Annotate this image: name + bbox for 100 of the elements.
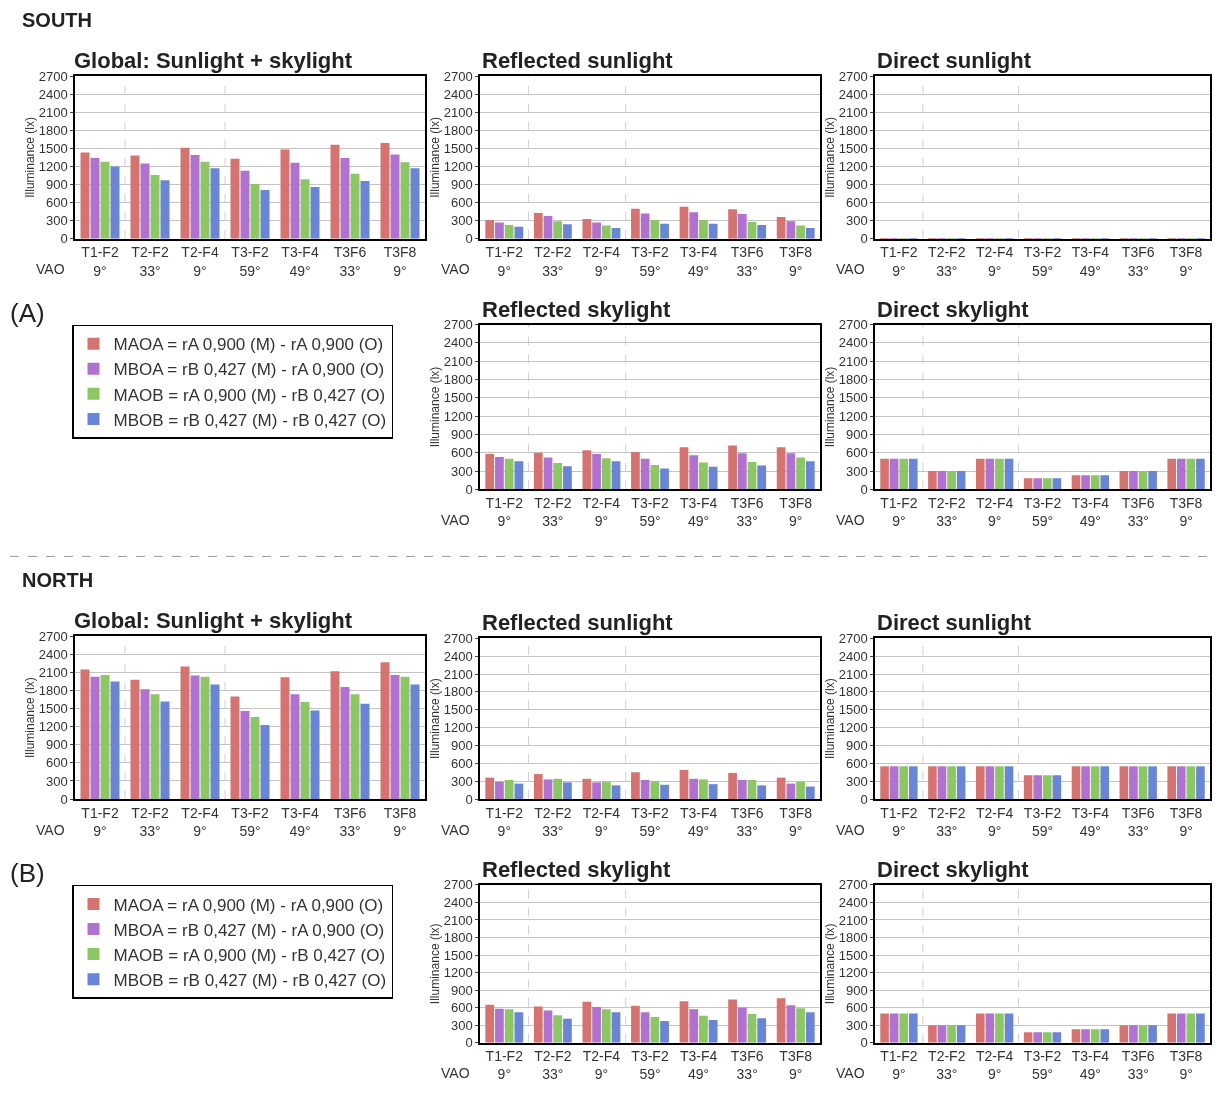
legend-label: MBOA = rB 0,427 (M) - rA 0,900 (O) (113, 920, 385, 940)
bar (908, 1013, 918, 1043)
x-tick-label: T3-F2 59° (1023, 494, 1062, 530)
bar (776, 447, 786, 490)
y-tick-label: 2100 (38, 665, 68, 681)
bar (1186, 458, 1196, 490)
bar (786, 783, 796, 800)
bar (592, 453, 601, 490)
x-tick-label: T3-F2 59° (631, 244, 669, 279)
y-tick-label: 1800 (443, 684, 473, 700)
y-tick-label: 2400 (443, 648, 473, 664)
bar (689, 1009, 699, 1043)
y-tick-label: 900 (450, 738, 473, 754)
bar (1196, 458, 1205, 490)
bar (908, 458, 918, 490)
y-tick-label: 2700 (838, 630, 868, 646)
bar (786, 1005, 796, 1043)
bar (160, 180, 170, 239)
y-axis-title: Illuminance (lx) (822, 923, 837, 1005)
bar (592, 782, 601, 800)
bar (582, 778, 592, 800)
y-axis-title: Illuminance (lx) (822, 678, 837, 760)
x-tick-label: T3-F4 49° (679, 494, 718, 530)
legend-label: MAOB = rA 0,900 (M) - rB 0,427 (O) (113, 385, 386, 405)
y-tick-label: 1200 (443, 720, 473, 736)
bar (679, 1001, 689, 1043)
bar (410, 684, 420, 800)
bar (699, 462, 708, 490)
x-tick-label: T3F6 33° (1121, 494, 1155, 530)
bar (708, 466, 718, 490)
y-tick-label: 900 (45, 737, 68, 753)
y-tick-label: 900 (450, 982, 473, 998)
bar (796, 457, 805, 490)
x-tick-label: T3F8 9° (383, 244, 417, 279)
bar (947, 1025, 956, 1043)
chart-title: Direct sunlight (877, 48, 1032, 73)
y-tick-label: 900 (845, 738, 868, 754)
x-tick-label: T3F6 33° (730, 244, 764, 279)
x-tick-label: T3-F2 59° (231, 244, 269, 279)
bar (928, 1025, 937, 1043)
bar (1042, 1032, 1052, 1043)
x-tick-label: T3F6 33° (730, 1048, 764, 1083)
x-tick-label: T2-F2 33° (534, 1048, 572, 1083)
x-tick-label: T2-F2 33° (534, 804, 572, 839)
bar (495, 1008, 504, 1043)
bar (601, 781, 611, 800)
bar (796, 1008, 805, 1043)
bar (1186, 1013, 1196, 1043)
bar (485, 1004, 495, 1043)
y-tick-label: 600 (845, 195, 868, 211)
text: VAO (441, 822, 470, 838)
y-tick-label: 0 (860, 231, 868, 247)
y-tick-label: 1200 (838, 720, 868, 736)
bar (90, 676, 100, 800)
y-axis-title: Illuminance (lx) (427, 117, 442, 198)
y-tick-label: 1500 (838, 702, 868, 718)
x-tick-label: T3F8 9° (1169, 804, 1203, 839)
x-tick-label: T2-F4 9° (181, 244, 219, 279)
y-tick-label: 600 (450, 195, 473, 211)
x-tick-label: T1-F2 9° (485, 1048, 524, 1083)
text: (B) (10, 858, 45, 888)
y-tick-label: 300 (845, 213, 868, 229)
y-tick-label: 2400 (38, 86, 68, 102)
y-tick-label: 300 (450, 1017, 473, 1033)
y-tick-label: 300 (45, 213, 68, 229)
y-tick-label: 2100 (838, 666, 868, 682)
y-tick-label: 900 (450, 177, 473, 193)
y-tick-label: 2700 (443, 630, 473, 646)
x-tick-label: T3-F4 49° (1071, 244, 1110, 279)
bar (1176, 458, 1186, 490)
bar (747, 461, 757, 490)
legend-label: MAOB = rA 0,900 (M) - rB 0,427 (O) (113, 945, 386, 965)
y-tick-label: 1800 (838, 122, 868, 138)
bar (1071, 1029, 1081, 1043)
bar (240, 170, 250, 239)
y-tick-label: 2400 (838, 648, 868, 664)
bar (260, 189, 270, 239)
x-tick-label: T3F8 9° (779, 494, 813, 530)
bar (290, 694, 300, 800)
bar (130, 155, 140, 239)
y-tick-label: 1200 (838, 159, 868, 175)
y-tick-label: 900 (845, 982, 868, 998)
y-tick-label: 300 (450, 773, 473, 789)
y-tick-label: 0 (465, 791, 473, 807)
y-tick-label: 0 (860, 1035, 868, 1051)
chart-title: Reflected skylight (482, 297, 671, 322)
y-tick-label: 0 (465, 481, 473, 497)
y-tick-label: 2100 (443, 666, 473, 682)
y-axis-title: Illuminance (lx) (22, 677, 37, 759)
bar (975, 1013, 985, 1043)
y-tick-label: 2400 (838, 894, 868, 910)
bar (699, 1015, 708, 1043)
bar (110, 166, 120, 239)
bar (776, 777, 786, 800)
bar (650, 781, 660, 800)
y-tick-label: 2700 (443, 317, 473, 333)
y-tick-label: 600 (45, 755, 68, 771)
x-tick-label: T3F6 33° (333, 244, 367, 279)
y-axis-title: Illuminance (lx) (427, 678, 442, 760)
y-tick-label: 1500 (838, 140, 868, 156)
